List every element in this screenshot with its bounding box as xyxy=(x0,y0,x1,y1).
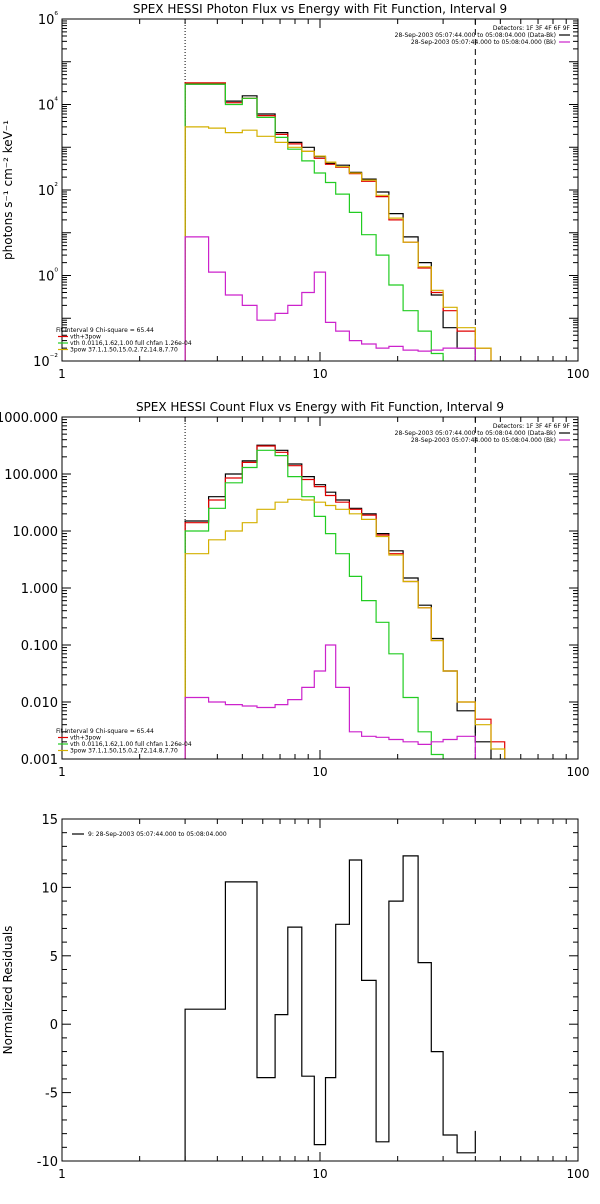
legend-top-entry: 9: 28-Sep-2003 05:07:44.000 to 05:08:04.… xyxy=(88,831,227,838)
x-tick-label: 1 xyxy=(58,765,66,779)
legend-top-entry: 28-Sep-2003 05:07:44.000 to 05:08:04.000… xyxy=(411,39,556,46)
series-line-1 xyxy=(184,855,476,1161)
y-tick-label: 10 xyxy=(41,881,58,896)
legend-top-entry: 28-Sep-2003 05:07:44.000 to 05:08:04.000… xyxy=(411,437,556,444)
legend-bottom-entry: vth+3pow xyxy=(70,334,101,341)
chart-panel-3: Normalized Residuals 1 10 100 -10 -5 0 5 10 15 9: … xyxy=(1,813,590,1181)
legend-bottom-entry: vth 0.0116,1.62,1.00 full chfan 1.26e-04 xyxy=(70,741,192,748)
y-tick-label: 10⁻² xyxy=(33,353,58,370)
x-tick-label: 100 xyxy=(567,765,590,779)
x-tick-label: 1 xyxy=(58,367,66,381)
series-line-2 xyxy=(184,82,492,361)
y-tick-label: 1.000 xyxy=(21,582,58,597)
series-line-3 xyxy=(184,449,444,759)
series-group xyxy=(184,444,506,759)
y-tick-label: 15 xyxy=(41,813,58,828)
legend-top-entry: 28-Sep-2003 05:07:44.000 to 05:08:04.000… xyxy=(395,32,556,39)
y-axis-label: photons s⁻¹ cm⁻² keV⁻¹ xyxy=(1,120,15,260)
chart-panel-2: SPEX HESSI Count Flux vs Energy with Fit… xyxy=(0,400,589,779)
legend-bottom-entry: vth+3pow xyxy=(70,735,101,742)
x-tick-label: 10 xyxy=(312,1167,327,1181)
legend-bottom-entry: 3pow 37.1,1.50,15.0,2.72,14.8,7.70 xyxy=(70,748,178,755)
y-tick-label: 10⁴ xyxy=(38,97,59,114)
x-tick-label: 1 xyxy=(58,1167,66,1181)
legend-bottom-entry: vth 0.0116,1.62,1.00 full chfan 1.26e-04 xyxy=(70,340,192,347)
y-tick-label: 10⁰ xyxy=(38,268,59,285)
series-line-4 xyxy=(184,498,506,759)
plot-frame xyxy=(61,416,579,760)
chart-panel-1: SPEX HESSI Photon Flux vs Energy with Fi… xyxy=(1,2,589,381)
series-line-2 xyxy=(184,445,506,759)
legend-bottom-entry: Fit Interval 9 Chi-square = 65.44 xyxy=(56,728,154,735)
x-tick-label: 10 xyxy=(312,367,327,381)
y-tick-label: 0.100 xyxy=(21,639,58,654)
y-tick-label: 0 xyxy=(50,1018,58,1033)
x-tick-label: 100 xyxy=(567,1167,590,1181)
y-tick-label: 100.000 xyxy=(4,468,58,483)
plot-frame xyxy=(61,818,579,1162)
legend-top-entry: Detectors: 1F 3F 4F 6F 9F xyxy=(493,423,571,430)
plot-frame xyxy=(61,18,579,362)
x-tick-label: 10 xyxy=(312,765,327,779)
y-tick-label: 10.000 xyxy=(13,525,59,540)
legend-top-entry: Detectors: 1F 3F 4F 6F 9F xyxy=(493,25,571,32)
y-tick-label: 5 xyxy=(50,950,58,965)
legend-top-entry: 28-Sep-2003 05:07:44.000 to 05:08:04.000… xyxy=(395,430,556,437)
series-line-1 xyxy=(184,444,492,759)
y-tick-label: 10⁶ xyxy=(38,11,59,28)
y-tick-label: 0.001 xyxy=(21,753,58,768)
series-line-5 xyxy=(184,236,476,361)
series-line-4 xyxy=(184,126,492,361)
series-group xyxy=(184,855,476,1161)
legend-bottom-entry: 3pow 37.1,1.50,15.0,2.72,14.8,7.70 xyxy=(70,347,178,354)
x-tick-label: 100 xyxy=(567,367,590,381)
y-tick-label: -5 xyxy=(45,1087,58,1102)
series-line-3 xyxy=(184,83,444,361)
y-tick-label: 0.010 xyxy=(21,696,58,711)
series-line-5 xyxy=(184,644,476,759)
chart-title: SPEX HESSI Photon Flux vs Energy with Fi… xyxy=(133,2,507,16)
series-line-1 xyxy=(184,83,476,361)
series-group xyxy=(184,82,492,361)
chart-title: SPEX HESSI Count Flux vs Energy with Fit… xyxy=(136,400,504,414)
y-axis-label: Normalized Residuals xyxy=(1,926,15,1055)
legend-bottom-entry: Fit Interval 9 Chi-square = 65.44 xyxy=(56,327,154,334)
y-tick-label: 10² xyxy=(38,182,59,199)
y-tick-label: -10 xyxy=(37,1155,58,1170)
y-tick-label: 1000.000 xyxy=(0,411,58,426)
